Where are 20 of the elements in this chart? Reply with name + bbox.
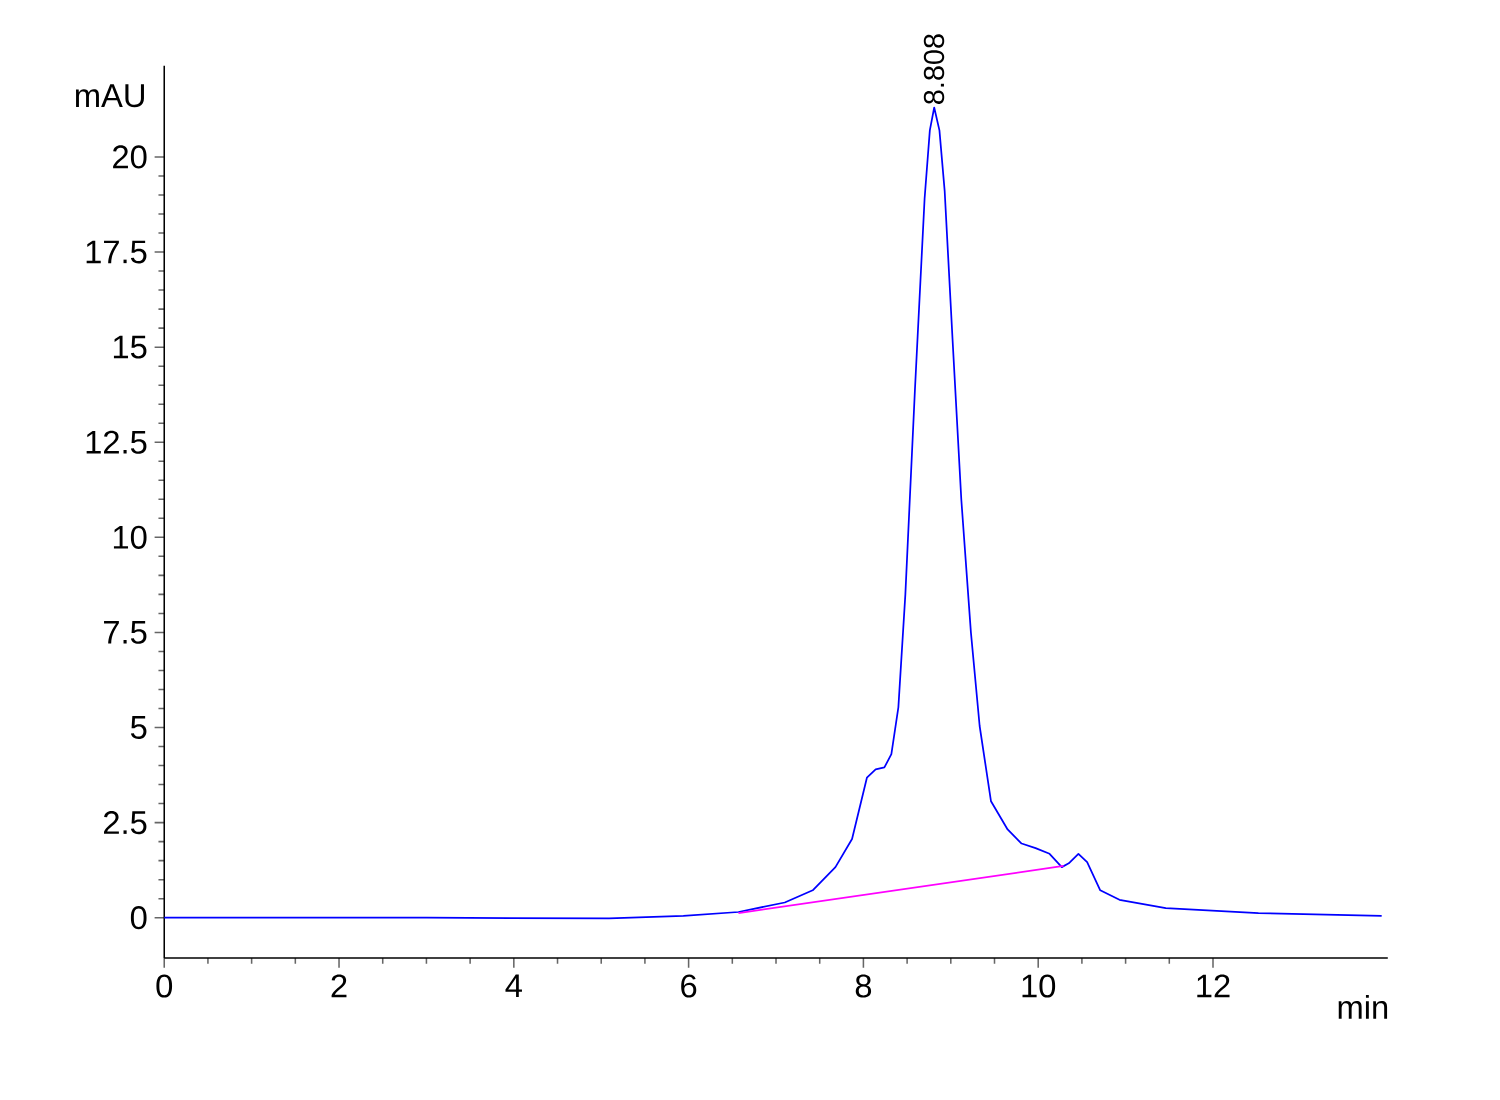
- annotation: 8.808: [923, 34, 945, 104]
- y-tick-label: 20: [113, 145, 147, 169]
- y-tick-label: 17.5: [86, 240, 147, 264]
- y-axis-title: mAU: [75, 84, 144, 108]
- y-tick-label: 7.5: [104, 620, 147, 644]
- x-tick-label: 12: [1197, 974, 1230, 998]
- y-tick-label: 15: [113, 335, 147, 359]
- x-tick-label: 10: [1022, 974, 1056, 998]
- y-tick-label: 2.5: [104, 810, 147, 835]
- y-tick-label: 0: [130, 905, 147, 930]
- x-axis-title: min: [1338, 994, 1388, 1019]
- y-tick-label: 5: [130, 715, 147, 739]
- x-tick-label: 8: [855, 974, 872, 998]
- y-tick-label: 10: [113, 525, 147, 549]
- x-tick-label: 2: [331, 974, 347, 998]
- x-tick-label: 6: [681, 974, 697, 998]
- x-tick-label: 0: [156, 974, 173, 998]
- y-tick-label: 12.5: [86, 430, 147, 454]
- x-tick-label: 4: [505, 974, 522, 997]
- line-series: [163, 106, 1383, 920]
